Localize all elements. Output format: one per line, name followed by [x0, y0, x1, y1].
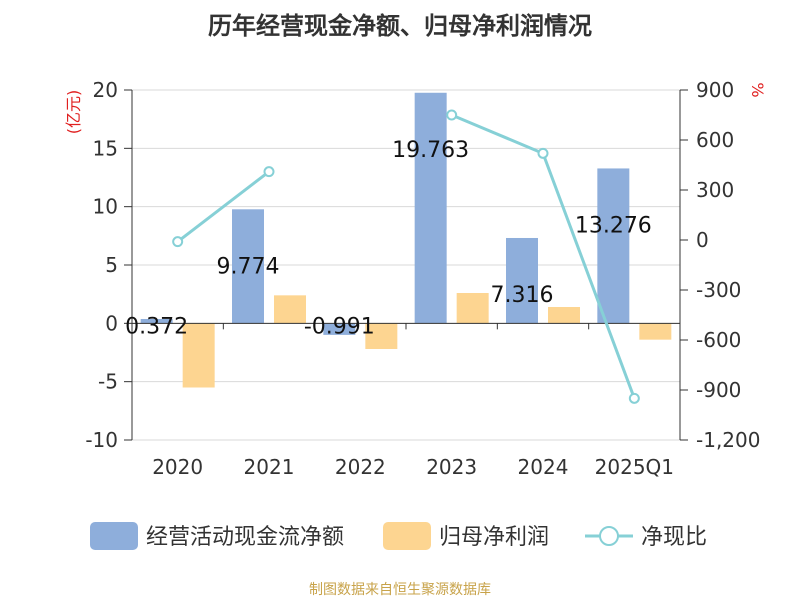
legend-label: 经营活动现金流净额 — [146, 525, 344, 550]
line-point — [172, 236, 184, 248]
line-point — [446, 109, 458, 121]
bar-net-profit — [274, 295, 306, 324]
x-tick-label: 2020 — [152, 455, 203, 479]
data-source-note: 制图数据来自恒生聚源数据库 — [309, 582, 491, 598]
left-tick-label: -5 — [98, 370, 118, 394]
data-label: 9.774 — [217, 254, 280, 279]
line-netcash-ratio — [176, 170, 270, 243]
bar-cashflow — [140, 318, 173, 324]
bar-net-profit — [182, 323, 215, 388]
data-label: 0.372 — [125, 314, 188, 339]
left-axis-unit: (亿元) — [64, 90, 83, 135]
line-layer — [172, 109, 640, 404]
left-tick-label: 15 — [93, 136, 118, 160]
legend-swatch — [90, 522, 138, 550]
x-tick-label: 2025Q1 — [595, 455, 674, 479]
data-label: -0.991 — [304, 314, 375, 339]
bar-net-profit — [456, 293, 489, 324]
bar-cashflow — [506, 237, 538, 324]
bar-net-profit — [548, 307, 580, 324]
x-tick-label: 2022 — [335, 455, 386, 479]
labels-layer: 0.372 9.774 -0.991 19.763 7.316 13.276 — [125, 138, 652, 340]
right-axis-unit: % — [748, 82, 767, 97]
left-tick-label: 20 — [93, 78, 118, 102]
left-tick-label: -10 — [85, 428, 118, 452]
left-tick-label: 10 — [93, 195, 118, 219]
line-point — [628, 392, 640, 404]
right-tick-label: -300 — [696, 278, 741, 302]
right-tick-label: 0 — [696, 228, 709, 252]
bar-net-profit — [365, 323, 398, 349]
axes-layer: -10 -5 0 5 10 15 20 -1,200 -900 -600 -300 0 300 600 90… — [64, 78, 767, 479]
bar-cashflow — [323, 323, 356, 335]
right-tick-label: 900 — [696, 78, 734, 102]
left-tick-label: 5 — [105, 253, 118, 277]
data-label: 19.763 — [392, 138, 469, 163]
legend-label: 净现比 — [641, 525, 707, 550]
legend-swatch — [383, 522, 431, 550]
legend: 经营活动现金流净额 归母净利润 净现比 — [90, 522, 707, 550]
legend-label: 归母净利润 — [439, 525, 549, 550]
bar-cashflow — [414, 92, 447, 324]
x-tick-label: 2021 — [244, 455, 295, 479]
chart-title: 历年经营现金净额、归母净利润情况 — [208, 12, 592, 40]
line-point — [537, 147, 549, 159]
bar-cashflow — [597, 168, 630, 324]
bar-net-profit — [639, 323, 672, 340]
data-label: 7.316 — [491, 283, 554, 308]
bars-layer — [140, 92, 672, 388]
right-tick-label: -600 — [696, 328, 741, 352]
x-tick-label: 2024 — [518, 455, 569, 479]
right-tick-label: 300 — [696, 178, 734, 202]
bar-cashflow — [232, 209, 264, 324]
data-label: 13.276 — [575, 213, 652, 238]
left-tick-label: 0 — [105, 311, 118, 335]
right-tick-label: -900 — [696, 378, 741, 402]
x-tick-label: 2023 — [426, 455, 477, 479]
line-point — [263, 166, 275, 178]
right-tick-label: 600 — [696, 128, 734, 152]
legend-marker — [599, 526, 619, 546]
right-tick-label: -1,200 — [696, 428, 760, 452]
